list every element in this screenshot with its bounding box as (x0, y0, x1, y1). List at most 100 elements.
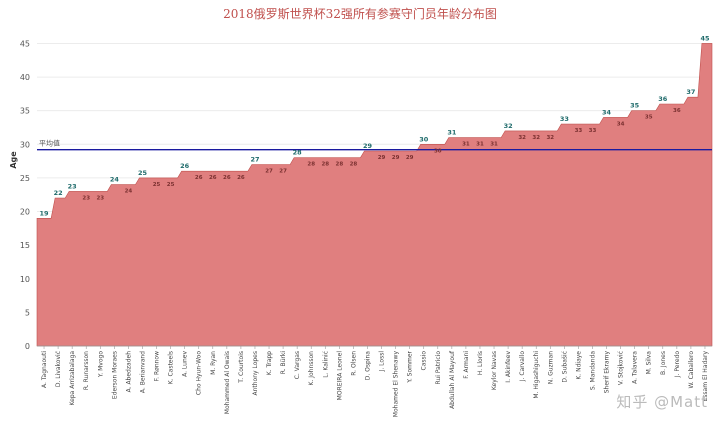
y-tick-label: 40 (20, 73, 30, 82)
data-label: 27 (250, 155, 259, 163)
data-label: 31 (476, 142, 484, 148)
x-tick-label: I. Akinfeev (505, 351, 512, 383)
x-tick-label: Mohamed El Shenawy (393, 351, 400, 418)
x-tick-label: B. Jones (660, 351, 667, 375)
data-label: 25 (167, 182, 175, 188)
data-label: 34 (617, 121, 625, 127)
chart-title: 2018俄罗斯世界杯32强所有参赛守门员年龄分布图 (223, 7, 497, 21)
x-tick-label: M. Silva (646, 351, 653, 375)
x-tick-label: R. Runarsson (83, 351, 90, 390)
x-tick-label: J. Lossl (379, 351, 386, 373)
x-tick-label: H. Lloris (477, 351, 484, 375)
data-label: 32 (546, 135, 554, 141)
data-label: 31 (462, 142, 470, 148)
data-label: 27 (279, 168, 287, 174)
y-tick-label: 25 (20, 174, 30, 183)
data-label: 28 (321, 162, 329, 168)
x-tick-label: Keylor Navas (491, 351, 498, 390)
x-tick-label: K. Trapp (266, 351, 273, 375)
data-label: 23 (82, 195, 90, 201)
x-tick-label: M. Higashiguchi (533, 351, 540, 399)
y-tick-label: 30 (20, 140, 30, 149)
data-label: 28 (307, 162, 315, 168)
x-tick-label: J. Peredo (674, 351, 681, 379)
x-tick-label: N. Guzman (547, 351, 554, 384)
y-tick-label: 0 (25, 342, 30, 351)
data-label: 31 (490, 142, 498, 148)
y-axis-title: Age (9, 151, 18, 169)
data-label: 36 (673, 108, 681, 114)
x-tick-label: R. Bürki (280, 351, 287, 375)
data-label: 23 (68, 182, 77, 190)
x-tick-label: V. Stojković (618, 351, 625, 385)
data-label: 22 (54, 189, 63, 197)
data-label: 30 (434, 148, 442, 154)
x-tick-label: Rui Patricio (435, 351, 442, 385)
x-tick-label: K. Johnsson (308, 351, 315, 386)
data-label: 25 (153, 182, 161, 188)
data-label: 35 (630, 102, 640, 110)
data-label: 26 (237, 175, 245, 181)
x-tick-label: MOREIRA Leonel (336, 351, 343, 401)
data-label: 29 (392, 155, 400, 161)
x-tick-label: Cassio (421, 351, 428, 371)
x-tick-label: K. Ndiaye (575, 351, 582, 380)
y-tick-label: 15 (20, 241, 30, 250)
y-tick-label: 45 (20, 39, 30, 48)
x-tick-label: T. Courtois (238, 351, 245, 384)
x-tick-label: Kepa Arrizabalaga (69, 351, 76, 406)
data-label: 28 (336, 162, 344, 168)
x-tick-label: J. Carvallo (519, 351, 526, 382)
y-tick-label: 10 (20, 275, 30, 284)
data-label: 26 (195, 175, 203, 181)
x-tick-label: K. Casteels (168, 351, 175, 384)
data-label: 33 (560, 115, 569, 123)
x-tick-label: A. Lunev (182, 351, 189, 377)
data-label: 28 (350, 162, 358, 168)
data-label: 24 (125, 189, 133, 195)
x-tick-label: Y. Sommer (407, 350, 414, 383)
x-tick-label: A. Berianvand (140, 351, 147, 393)
x-tick-label: Essam El Hadary (702, 351, 709, 402)
data-label: 27 (265, 168, 273, 174)
x-tick-label: F. Armani (463, 351, 470, 379)
data-label: 25 (138, 169, 148, 177)
data-label: 30 (419, 135, 429, 143)
average-line-label: 平均值 (39, 139, 60, 148)
x-tick-label: D. Ospina (365, 351, 372, 381)
x-tick-label: Mohammed Al Owais (224, 351, 231, 414)
x-tick-label: L. Kalinić (322, 351, 329, 378)
data-label: 31 (447, 129, 457, 137)
x-tick-label: A. Abedzadeh (125, 351, 132, 393)
x-tick-label: Cho Hyun-Woo (196, 351, 203, 395)
data-label: 35 (645, 115, 653, 121)
data-label: 34 (602, 108, 612, 116)
x-tick-label: Ederson Moraes (111, 351, 118, 399)
x-tick-label: R. Olsen (350, 351, 357, 376)
x-tick-label: A. Tagnaouti (41, 351, 48, 388)
x-tick-label: W. Caballero (688, 351, 695, 389)
age-area (36, 43, 713, 347)
y-tick-label: 20 (20, 208, 30, 217)
data-label: 37 (686, 88, 695, 96)
data-label: 33 (575, 128, 583, 134)
data-label: 26 (180, 162, 190, 170)
x-tick-label: Sherif Ekramy (604, 351, 611, 394)
x-tick-label: C. Vargas (294, 351, 301, 379)
data-label: 29 (378, 155, 386, 161)
x-tick-label: M. Ryan (210, 351, 217, 375)
data-label: 23 (96, 195, 104, 201)
watermark: 知乎 @Matt (616, 393, 708, 411)
x-tick-label: D. Subašić (561, 351, 568, 383)
data-label: 29 (363, 142, 373, 150)
y-tick-label: 5 (25, 308, 30, 317)
data-label: 28 (293, 149, 303, 157)
data-label: 24 (110, 176, 120, 184)
data-label: 26 (223, 175, 231, 181)
data-label: 45 (700, 34, 710, 42)
data-label: 32 (532, 135, 540, 141)
x-tick-label: Y. Mvogo (97, 351, 104, 378)
x-tick-label: A. Talavera (632, 351, 639, 384)
data-label: 32 (504, 122, 513, 130)
